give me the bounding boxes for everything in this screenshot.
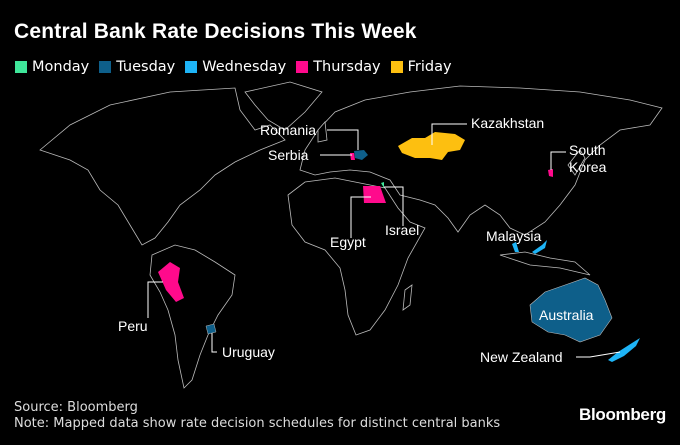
kazakhstan-shape[interactable] <box>398 132 465 160</box>
bloomberg-logo: Bloomberg <box>578 405 666 424</box>
label-peru: Peru <box>118 318 148 334</box>
label-romania: Romania <box>260 122 317 138</box>
madagascar <box>402 284 413 311</box>
legend-label: Thursday <box>313 59 381 75</box>
indonesia <box>499 251 591 276</box>
label-malaysia: Malaysia <box>486 228 542 244</box>
label-south-korea-1: South <box>569 142 606 158</box>
legend-item-friday: Friday <box>390 59 452 75</box>
south-korea-shape[interactable] <box>548 169 553 177</box>
peru-shape[interactable] <box>158 262 184 302</box>
legend-item-thursday: Thursday <box>296 59 381 75</box>
highlighted-countries <box>158 132 640 362</box>
label-uruguay: Uruguay <box>222 344 275 360</box>
israel-shape[interactable] <box>381 182 384 188</box>
legend-swatch <box>15 61 27 73</box>
legend-label: Wednesday <box>202 59 287 75</box>
malaysia-shape[interactable] <box>512 240 547 254</box>
label-egypt: Egypt <box>330 234 366 250</box>
callout-lines <box>147 123 621 358</box>
legend-label: Tuesday <box>116 59 176 75</box>
new-zealand-shape[interactable] <box>608 338 640 362</box>
legend-label: Friday <box>407 59 452 75</box>
label-kazakhstan: Kazakhstan <box>471 115 545 131</box>
legend-label: Monday <box>32 59 90 75</box>
uruguay-shape[interactable] <box>205 323 217 335</box>
egypt-shape[interactable] <box>363 186 386 203</box>
legend: Monday Tuesday Wednesday Thursday Friday <box>15 59 452 75</box>
legend-item-monday: Monday <box>15 59 89 75</box>
label-south-korea-2: Korea <box>569 159 607 175</box>
australia-shape[interactable] <box>529 277 613 343</box>
source-note: Source: Bloomberg <box>14 400 138 415</box>
uk <box>317 121 328 143</box>
label-serbia: Serbia <box>268 147 309 163</box>
chart-title: Central Bank Rate Decisions This Week <box>14 20 417 43</box>
legend-item-wednesday: Wednesday <box>185 59 286 75</box>
label-australia: Australia <box>539 307 594 323</box>
legend-swatch <box>296 61 309 73</box>
africa <box>287 177 426 336</box>
legend-swatch <box>390 61 403 73</box>
south-america <box>149 244 236 389</box>
greenland <box>244 81 323 131</box>
romania-shape[interactable] <box>354 150 368 160</box>
legend-item-tuesday: Tuesday <box>99 59 175 75</box>
legend-swatch <box>99 61 112 73</box>
japan <box>567 149 586 176</box>
footnote: Note: Mapped data show rate decision sch… <box>14 416 501 431</box>
north-america <box>39 87 286 246</box>
label-israel: Israel <box>385 222 420 238</box>
label-new-zealand: New Zealand <box>480 349 563 365</box>
legend-swatch <box>185 61 198 73</box>
